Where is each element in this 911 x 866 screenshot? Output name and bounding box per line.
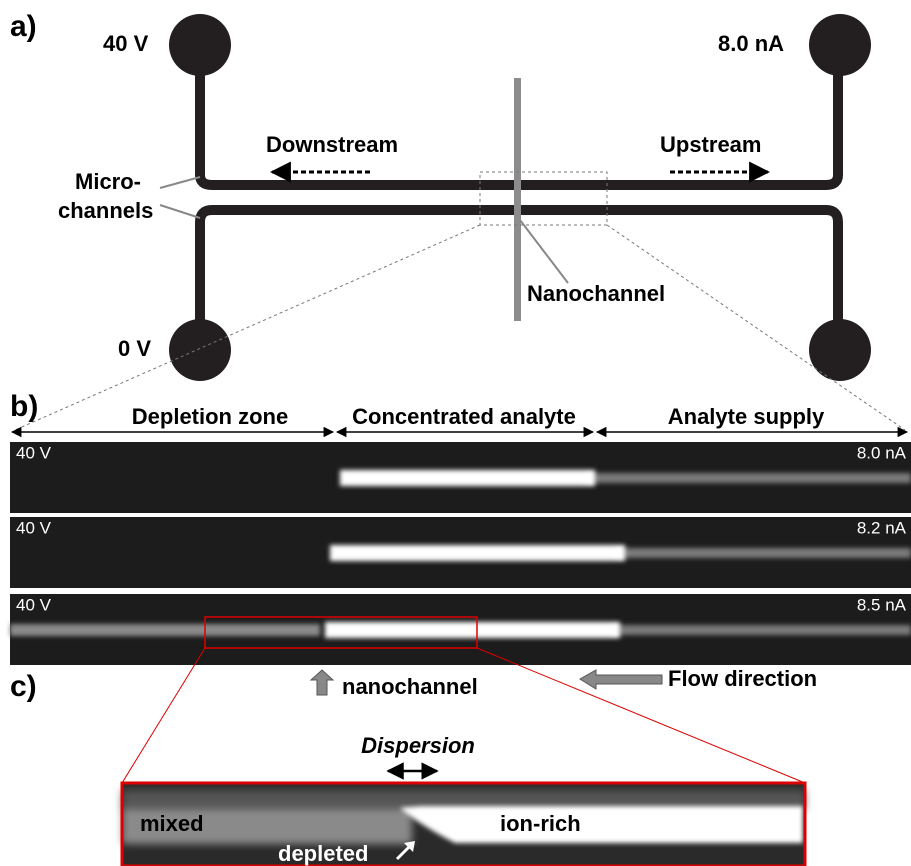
nanochannel-label: Nanochannel (527, 281, 665, 306)
pointer (159, 176, 201, 189)
arrowhead (404, 841, 415, 852)
direction-label: Downstream (266, 132, 398, 157)
nanochannel-label: nanochannel (342, 674, 478, 699)
concentrated-band (340, 470, 595, 486)
region-label: depleted (278, 841, 368, 866)
direction-label: Upstream (660, 132, 761, 157)
mixed-band (122, 808, 412, 844)
zoom-line (121, 647, 206, 784)
panel-b: b) Depletion zone Concentrated analyte A… (10, 390, 911, 665)
reservoir (169, 14, 231, 76)
current-label: 8.2 nA (857, 518, 907, 537)
reservoir (809, 319, 871, 381)
pointer (519, 219, 569, 284)
pointer (159, 204, 201, 219)
panel-label: c) (10, 670, 37, 703)
region-label: ion-rich (500, 811, 581, 836)
supply-band (585, 473, 911, 483)
voltage-label: 40 V (16, 518, 52, 537)
concentrated-band (330, 545, 625, 561)
band (122, 790, 805, 810)
zoom-line (606, 224, 906, 431)
voltage-label: 40 V (16, 443, 52, 462)
panel-c: c) nanochannel Flow direction Dispersion… (10, 647, 817, 866)
zoom-line (476, 647, 806, 784)
panel-label: a) (10, 10, 37, 43)
zoom-box (479, 171, 608, 226)
reservoir (169, 319, 231, 381)
flow-label: Flow direction (668, 666, 817, 691)
voltage-label: 40 V (16, 595, 52, 614)
current-label: 8.5 nA (857, 595, 907, 614)
current-label: 8.0 nA (857, 443, 907, 462)
zoom-line (14, 224, 481, 431)
voltage-label: 40 V (103, 31, 149, 56)
nanochannel (514, 78, 521, 321)
microchannel-label: Micro- (75, 169, 141, 194)
microchannel-label: channels (58, 198, 153, 223)
supply-band (615, 548, 911, 558)
voltage-label: 0 V (118, 336, 151, 361)
zoom-box (204, 616, 478, 649)
region-label: Depletion zone (132, 404, 288, 429)
panel-a: a) 40 V 8.0 nA 0 V Downstream Upstream M… (10, 10, 906, 431)
zoom-frame (120, 781, 807, 866)
region-label: Concentrated analyte (352, 404, 576, 429)
supply-band (610, 625, 911, 635)
block-arrow (579, 669, 663, 690)
ion-rich-band (400, 806, 803, 843)
panel-label: b) (10, 390, 38, 423)
region-label: mixed (140, 811, 204, 836)
reservoir (809, 14, 871, 76)
concentrated-band (325, 622, 620, 638)
dispersion-label: Dispersion (361, 733, 475, 758)
current-label: 8.0 nA (718, 31, 784, 56)
mixed-band (10, 624, 320, 636)
block-arrow (309, 669, 335, 696)
region-label: Analyte supply (668, 404, 825, 429)
